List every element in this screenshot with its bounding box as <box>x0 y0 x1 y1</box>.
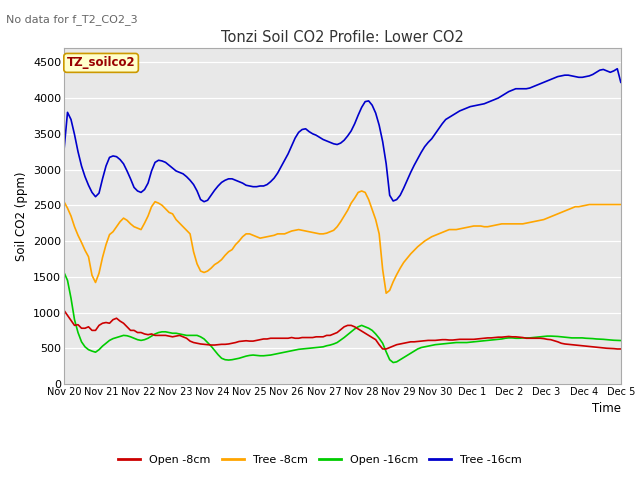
Y-axis label: Soil CO2 (ppm): Soil CO2 (ppm) <box>15 171 28 261</box>
Text: TZ_soilco2: TZ_soilco2 <box>67 56 136 70</box>
Legend: Open -8cm, Tree -8cm, Open -16cm, Tree -16cm: Open -8cm, Tree -8cm, Open -16cm, Tree -… <box>113 451 527 469</box>
Title: Tonzi Soil CO2 Profile: Lower CO2: Tonzi Soil CO2 Profile: Lower CO2 <box>221 30 464 46</box>
Text: No data for f_T2_CO2_3: No data for f_T2_CO2_3 <box>6 14 138 25</box>
X-axis label: Time: Time <box>592 402 621 415</box>
